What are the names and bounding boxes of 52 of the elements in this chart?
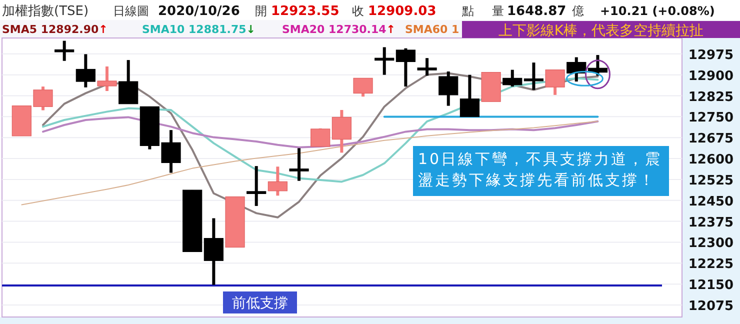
text: 12909.03 — [368, 4, 436, 19]
candlestick — [118, 60, 138, 104]
y-tick-label: 12675 — [688, 132, 734, 147]
annotation: 10日線下彎，不具支撐力道，震盪走勢下緣支撐先看前低支撐！ — [418, 150, 662, 189]
chart-title: 加權指數(TSE) — [2, 4, 89, 19]
y-tick-label: 12525 — [688, 173, 734, 188]
candlestick — [289, 148, 309, 181]
text: SMA60 1 — [405, 23, 460, 36]
candlestick — [310, 128, 330, 147]
candlestick — [97, 66, 117, 92]
text: 億 — [572, 4, 584, 18]
candlestick — [54, 40, 74, 61]
candlestick — [524, 62, 544, 90]
y-tick-label: 12375 — [688, 215, 734, 230]
text: 1648.87 — [507, 4, 566, 19]
candlestick — [396, 48, 416, 87]
y-tick-label: 12300 — [688, 236, 734, 252]
text: 2020/10/26 — [158, 4, 240, 19]
candlestick — [545, 70, 565, 95]
text: SMA5 12892.90↑ — [2, 23, 108, 36]
text: 12923.55 — [271, 4, 340, 19]
y-tick-label: 12825 — [688, 90, 734, 105]
text: 開 — [255, 4, 267, 18]
y-tick-label: 12600 — [688, 152, 734, 168]
y-tick-label: 12450 — [688, 194, 734, 210]
candlestick — [566, 57, 586, 82]
candlestick — [502, 70, 522, 87]
text: +10.21 (+0.08%) — [600, 4, 715, 18]
candlestick — [417, 58, 437, 76]
candlestick — [353, 78, 373, 97]
text: 量 — [492, 4, 504, 18]
candlestick — [460, 74, 480, 117]
candlestick — [268, 166, 288, 196]
candlestick — [204, 218, 224, 285]
text: 收 — [352, 4, 364, 18]
text: 日線圖 — [113, 4, 149, 18]
text: SMA20 12730.14↑ — [282, 23, 396, 36]
y-tick-label: 12975 — [688, 48, 734, 63]
y-tick-label: 12225 — [688, 257, 734, 272]
annotation: 上下影線K棒，代表多空持續拉扯 — [498, 23, 704, 39]
y-tick-label: 12075 — [688, 299, 734, 314]
candlestick — [438, 71, 458, 106]
y-tick-label: 12750 — [688, 110, 734, 126]
ref-line-label: 前低支撐 — [232, 295, 288, 312]
line-series — [42, 116, 599, 148]
candlestick — [246, 166, 266, 206]
candlestick — [76, 54, 96, 88]
y-tick-label: 12150 — [688, 278, 734, 294]
candlestick — [332, 110, 352, 153]
text: SMA10 12881.75↓ — [142, 23, 256, 36]
text: 點 — [461, 4, 474, 18]
y-tick-label: 12900 — [688, 68, 734, 84]
